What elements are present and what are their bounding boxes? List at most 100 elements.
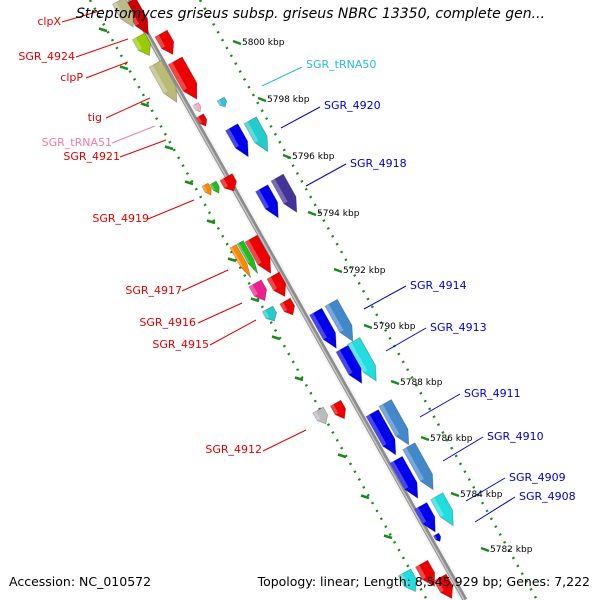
clpx-gene-partner[interactable] <box>112 0 134 28</box>
sgr-4911-gene-b[interactable] <box>378 399 410 446</box>
gene-label-sgr-4921[interactable]: SGR_4921 <box>63 150 120 163</box>
leader-line <box>363 285 407 310</box>
gene-label-sgr-4913[interactable]: SGR_4913 <box>430 321 487 334</box>
sgr-4917-gene-b-shine <box>237 243 250 264</box>
sgr-4907-gene-b[interactable] <box>414 559 436 587</box>
sgr-4913-gene-a[interactable] <box>335 344 363 385</box>
sgr-4919-gene-c[interactable] <box>219 173 237 192</box>
sgr-4919-gene-a[interactable] <box>201 182 212 196</box>
sgr-4908-gene[interactable] <box>430 492 454 527</box>
gene-label-sgr-4909[interactable]: SGR_4909 <box>509 471 566 484</box>
map-title: Streptomyces griseus subsp. griseus NBRC… <box>76 6 545 22</box>
sgr-4911-gene-a[interactable] <box>365 409 397 456</box>
tick-label-5786: 5786 kbp <box>430 434 473 444</box>
sgr-4915-gene-b-shine <box>279 302 288 312</box>
sgr-4914-gene-b[interactable] <box>324 298 354 342</box>
sgr-4920-gene-b[interactable] <box>243 116 269 153</box>
leader-line <box>85 61 129 79</box>
sgr-4911-gene-a-shine <box>366 414 387 447</box>
sgr-4914-gene-a[interactable] <box>309 307 337 350</box>
leader-line <box>105 97 151 119</box>
gene-label-sgr-4908[interactable]: SGR_4908 <box>519 490 576 503</box>
sgr-4910-gene-a[interactable] <box>389 455 419 499</box>
sgr-4919-gene-c-shine <box>220 178 228 189</box>
gene-label-sgr-4912[interactable]: SGR_4912 <box>205 443 262 456</box>
gene-label-sgr-trna50[interactable]: SGR_tRNA50 <box>306 58 377 71</box>
sgr-4916-gene-a[interactable] <box>248 279 268 302</box>
tick-mark <box>390 379 400 386</box>
tick-label-5800: 5800 kbp <box>242 38 285 48</box>
sgr-4907-gene-a[interactable] <box>397 568 418 593</box>
gene-label-sgr-4920[interactable]: SGR_4920 <box>324 99 381 112</box>
gene-label-sgr-4915[interactable]: SGR_4915 <box>152 338 209 351</box>
sgr-4908-gene-tail[interactable] <box>432 532 442 543</box>
leader-line <box>147 199 195 220</box>
gene-label-sgr-4917[interactable]: SGR_4917 <box>125 284 182 297</box>
leader-line <box>209 319 257 346</box>
gene-label-tig[interactable]: tig <box>87 111 102 124</box>
sgr-4906-gene-shine <box>434 578 445 593</box>
sgr-4909-gene-shine <box>414 507 427 524</box>
sgr-4917-gene-c-shine <box>245 239 262 265</box>
sgr-4919-gene-a-shine <box>202 185 208 193</box>
sgr-trna50-gene[interactable] <box>216 96 228 108</box>
tick-mark <box>337 453 347 459</box>
sgr-4920-gene-a[interactable] <box>225 123 249 158</box>
sgr-4915-gene-a[interactable] <box>261 305 278 322</box>
leader-line <box>119 139 167 158</box>
gene-label-clpp[interactable]: clpP <box>60 71 83 84</box>
leader-line <box>419 393 461 418</box>
clpp-gene-b[interactable] <box>167 56 198 100</box>
sgr-4924-gene-b[interactable] <box>154 29 175 56</box>
sgr-4917-gene-c[interactable] <box>244 234 272 275</box>
tick-mark <box>360 494 370 500</box>
tig-gene[interactable] <box>196 113 208 127</box>
gene-label-sgr-4916[interactable]: SGR_4916 <box>139 316 196 329</box>
sgr-4919-gene-b[interactable] <box>209 180 220 194</box>
sgr-4913-gene-b-shine <box>347 342 367 373</box>
leader-line <box>474 496 516 523</box>
sgr-4910-gene-b[interactable] <box>402 442 434 491</box>
tick-mark <box>250 297 260 303</box>
sgr-4912-gene-b[interactable] <box>329 399 347 420</box>
sgr-trna51-gene-shine <box>193 104 198 110</box>
sgr-4918-gene-b[interactable] <box>270 173 298 214</box>
gene-label-sgr-4918[interactable]: SGR_4918 <box>350 157 407 170</box>
sgr-4918-gene-a[interactable] <box>255 184 279 219</box>
gene-label-sgr-4910[interactable]: SGR_4910 <box>487 430 544 443</box>
sgr-4924-gene[interactable] <box>131 32 152 57</box>
gene-label-sgr-trna51[interactable]: SGR_tRNA51 <box>41 136 112 149</box>
leader-line <box>305 163 347 187</box>
clpx-gene-partner-shine <box>112 2 125 19</box>
leader-line <box>75 38 129 58</box>
tick-mark <box>98 27 108 33</box>
tick-mark <box>271 335 281 341</box>
sgr-4916-gene-b[interactable] <box>266 271 287 298</box>
gene-label-sgr-4911[interactable]: SGR_4911 <box>464 387 521 400</box>
tick-label-5784: 5784 kbp <box>460 490 503 500</box>
gene-label-sgr-4914[interactable]: SGR_4914 <box>410 279 467 292</box>
clpp-gene-b-shine <box>168 62 188 91</box>
sgr-4913-gene-b[interactable] <box>347 336 377 382</box>
sgr-4909-gene[interactable] <box>414 501 436 533</box>
gene-label-sgr-4924[interactable]: SGR_4924 <box>18 50 75 63</box>
leader-line <box>442 436 484 462</box>
tick-mark <box>450 491 460 498</box>
genome-backbone <box>124 0 469 600</box>
sgr-4917-gene-b[interactable] <box>236 240 259 274</box>
sgr-4906-gene[interactable] <box>433 573 454 600</box>
gene-label-sgr-4919[interactable]: SGR_4919 <box>92 212 149 225</box>
tick-label-5796: 5796 kbp <box>292 152 335 162</box>
leader-line <box>181 269 229 292</box>
tick-mark <box>383 534 393 540</box>
tick-label-5792: 5792 kbp <box>343 266 386 276</box>
sgr-4908-gene-tail-shine <box>433 535 438 540</box>
sgr-4915-gene-b[interactable] <box>279 297 296 316</box>
sgr-trna51-gene[interactable] <box>192 102 202 113</box>
gene-label-clpx[interactable]: clpX <box>37 15 61 28</box>
sgr-4917-gene-a[interactable] <box>229 244 252 278</box>
tick-label-5782: 5782 kbp <box>490 545 533 555</box>
sgr-4912-gene-a[interactable] <box>312 406 329 425</box>
tick-label-5790: 5790 kbp <box>373 322 416 332</box>
clpp-gene-a[interactable] <box>148 59 178 103</box>
